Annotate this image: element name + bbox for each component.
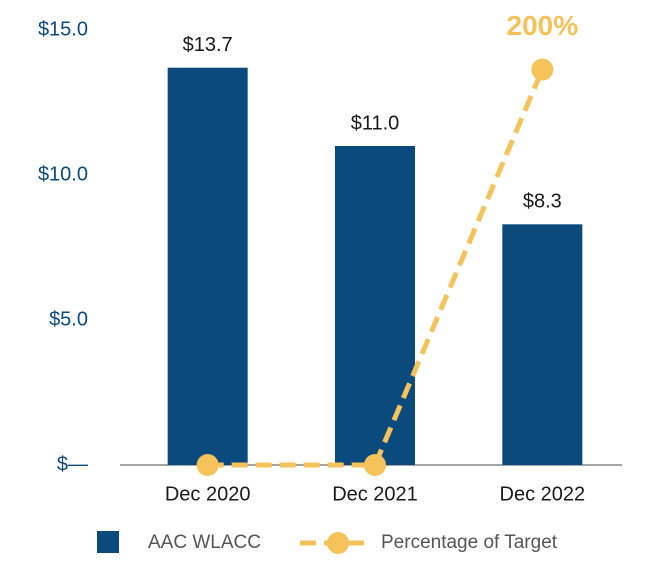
line-point <box>364 454 386 476</box>
legend-marker <box>327 532 349 554</box>
line <box>207 68 545 468</box>
legend-label: Percentage of Target <box>381 532 558 553</box>
data-label: $8.3 <box>523 191 562 213</box>
bar <box>502 224 583 465</box>
y-tick-label: $15.0 <box>38 18 88 40</box>
y-tick-label: $10.0 <box>38 163 88 185</box>
x-tick-label: Dec 2021 <box>332 483 418 505</box>
data-label: 200% <box>507 10 579 41</box>
y-tick-label: $5.0 <box>49 308 88 330</box>
legend-swatch <box>97 531 119 553</box>
x-tick-label: Dec 2022 <box>500 483 586 505</box>
bar <box>335 146 415 465</box>
line-point <box>196 454 219 476</box>
legend-label: AAC WLACC <box>148 532 261 553</box>
bar <box>167 67 248 465</box>
data-label: $11.0 <box>351 112 400 134</box>
y-tick-label: $— <box>57 453 88 475</box>
line-point <box>531 58 554 81</box>
data-label: $13.7 <box>183 34 233 56</box>
x-tick-label: Dec 2020 <box>165 483 251 505</box>
